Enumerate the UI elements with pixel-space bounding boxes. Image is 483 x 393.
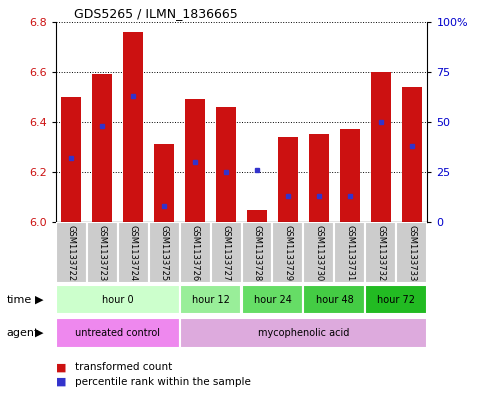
Text: GSM1133724: GSM1133724 (128, 225, 138, 281)
Bar (56, 285, 180, 314)
Bar (278, 137, 298, 222)
Bar (303, 285, 366, 314)
Bar (180, 222, 211, 283)
Bar (309, 134, 329, 222)
Text: ▶: ▶ (35, 328, 44, 338)
Text: mycophenolic acid: mycophenolic acid (258, 328, 349, 338)
Bar (185, 99, 205, 222)
Text: hour 12: hour 12 (192, 295, 229, 305)
Text: hour 0: hour 0 (102, 295, 133, 305)
Bar (180, 285, 242, 314)
Text: percentile rank within the sample: percentile rank within the sample (75, 377, 251, 387)
Bar (211, 222, 242, 283)
Bar (92, 74, 112, 222)
Text: hour 24: hour 24 (254, 295, 291, 305)
Bar (371, 72, 391, 222)
Text: hour 72: hour 72 (377, 295, 415, 305)
Text: GSM1133728: GSM1133728 (253, 225, 261, 281)
Bar (149, 222, 180, 283)
Text: GSM1133725: GSM1133725 (159, 225, 169, 281)
Text: ▶: ▶ (35, 295, 44, 305)
Bar (56, 222, 86, 283)
Bar (216, 107, 236, 222)
Text: GSM1133733: GSM1133733 (408, 225, 416, 281)
Text: GSM1133731: GSM1133731 (345, 225, 355, 281)
Bar (123, 32, 143, 222)
Text: GSM1133723: GSM1133723 (98, 225, 107, 281)
Text: agent: agent (6, 328, 39, 338)
Bar (247, 209, 267, 222)
Bar (366, 222, 397, 283)
Text: transformed count: transformed count (75, 362, 172, 373)
Bar (180, 318, 427, 348)
Text: GSM1133727: GSM1133727 (222, 225, 230, 281)
Bar (334, 222, 366, 283)
Text: ■: ■ (56, 377, 66, 387)
Text: GDS5265 / ILMN_1836665: GDS5265 / ILMN_1836665 (74, 7, 238, 20)
Bar (242, 285, 303, 314)
Bar (366, 285, 427, 314)
Text: time: time (6, 295, 31, 305)
Text: GSM1133729: GSM1133729 (284, 225, 293, 281)
Bar (86, 222, 117, 283)
Bar (340, 129, 360, 222)
Bar (61, 97, 81, 222)
Text: untreated control: untreated control (75, 328, 160, 338)
Text: hour 48: hour 48 (315, 295, 354, 305)
Bar (242, 222, 272, 283)
Text: GSM1133732: GSM1133732 (376, 225, 385, 281)
Bar (154, 144, 174, 222)
Text: GSM1133730: GSM1133730 (314, 225, 324, 281)
Text: GSM1133726: GSM1133726 (190, 225, 199, 281)
Bar (397, 222, 427, 283)
Bar (272, 222, 303, 283)
Bar (402, 87, 422, 222)
Text: GSM1133722: GSM1133722 (67, 225, 75, 281)
Text: ■: ■ (56, 362, 66, 373)
Bar (303, 222, 334, 283)
Bar (117, 222, 149, 283)
Bar (56, 318, 180, 348)
